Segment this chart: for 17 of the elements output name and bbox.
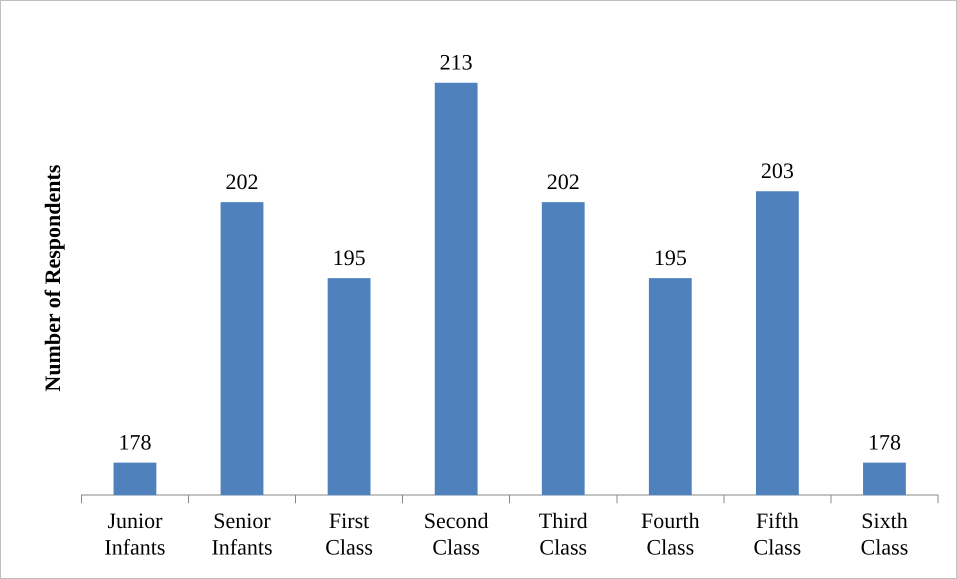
x-tick-label: Fifth Class bbox=[754, 508, 802, 560]
data-label: 178 bbox=[868, 429, 901, 454]
data-label: 213 bbox=[440, 49, 473, 74]
x-tick-label: First Class bbox=[325, 508, 373, 560]
x-tick-label: Third Class bbox=[538, 508, 588, 560]
data-label: 202 bbox=[546, 168, 580, 194]
data-label: 178 bbox=[118, 429, 152, 454]
x-tick-label: Junior Infants bbox=[104, 508, 166, 560]
x-tick-label: Second Class bbox=[424, 508, 489, 560]
x-tick-label: Senior Infants bbox=[211, 508, 273, 560]
data-label: 195 bbox=[332, 244, 366, 270]
y-axis-title: Number of Respondents bbox=[40, 164, 65, 392]
x-tick-label: Fourth Class bbox=[640, 508, 700, 560]
x-tick-label: Sixth Class bbox=[860, 508, 908, 560]
data-label: 195 bbox=[654, 244, 687, 270]
data-label: 202 bbox=[226, 168, 259, 194]
data-label: 203 bbox=[760, 158, 794, 184]
